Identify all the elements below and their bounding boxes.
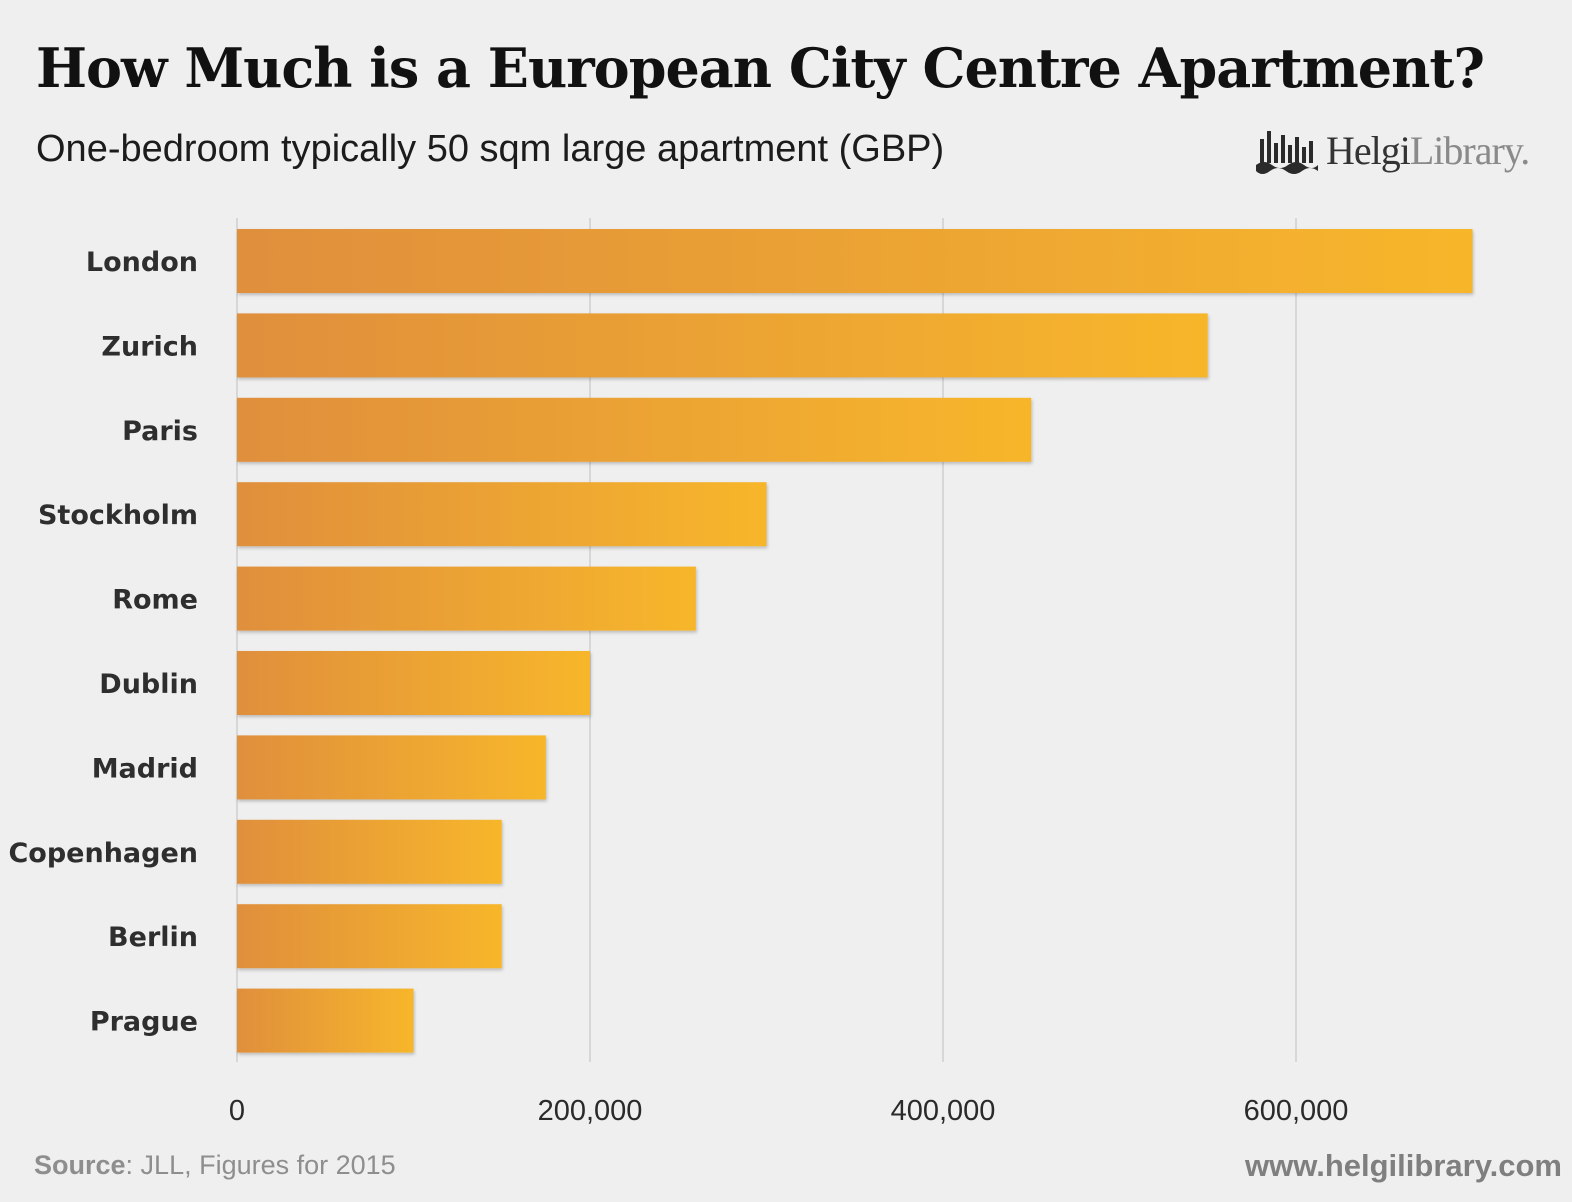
bar-copenhagen: [237, 819, 502, 884]
category-label-zurich: Zurich: [101, 331, 198, 362]
bar-berlin: [237, 904, 502, 969]
logo-wordmark: HelgiLibrary.: [1326, 127, 1530, 174]
chart-subtitle: One-bedroom typically 50 sqm large apart…: [36, 128, 945, 170]
x-axis-tick-labels: 0 200,000 400,000 600,000: [229, 1095, 1348, 1127]
logo-name-light: Library.: [1409, 127, 1530, 173]
category-label-rome: Rome: [112, 585, 198, 616]
source-label: Source: [34, 1150, 126, 1180]
category-label-madrid: Madrid: [92, 753, 198, 784]
x-tick-label: 600,000: [1244, 1095, 1349, 1127]
bar-dublin: [237, 651, 590, 715]
website-url: www.helgilibrary.com: [1245, 1148, 1562, 1183]
source-note: Source: JLL, Figures for 2015: [34, 1150, 396, 1181]
x-tick-label: 0: [229, 1095, 245, 1127]
source-text: : JLL, Figures for 2015: [125, 1150, 396, 1180]
category-label-berlin: Berlin: [108, 922, 198, 953]
category-label-paris: Paris: [122, 416, 198, 447]
x-tick-label: 400,000: [891, 1095, 996, 1127]
bar-london: [237, 229, 1473, 293]
bar-rome: [237, 566, 696, 631]
bar-zurich: [237, 313, 1208, 378]
library-building-icon: [1256, 131, 1318, 174]
category-label-stockholm: Stockholm: [38, 500, 198, 531]
helgi-library-logo: HelgiLibrary.: [1256, 120, 1546, 180]
bars: [237, 229, 1473, 1053]
category-label-prague: Prague: [90, 1007, 198, 1038]
category-labels: London Zurich Paris Stockholm Rome Dublin Madr…: [8, 247, 198, 1038]
category-label-dublin: Dublin: [99, 669, 198, 700]
bar-prague: [237, 988, 414, 1053]
bar-madrid: [237, 735, 546, 800]
x-tick-label: 200,000: [538, 1095, 643, 1127]
bar-stockholm: [237, 482, 767, 547]
bar-paris: [237, 397, 1032, 462]
category-label-london: London: [86, 247, 198, 278]
chart-title: How Much is a European City Centre Apart…: [36, 36, 1485, 100]
logo-name-bold: Helgi: [1326, 127, 1411, 173]
category-label-copenhagen: Copenhagen: [8, 838, 198, 869]
